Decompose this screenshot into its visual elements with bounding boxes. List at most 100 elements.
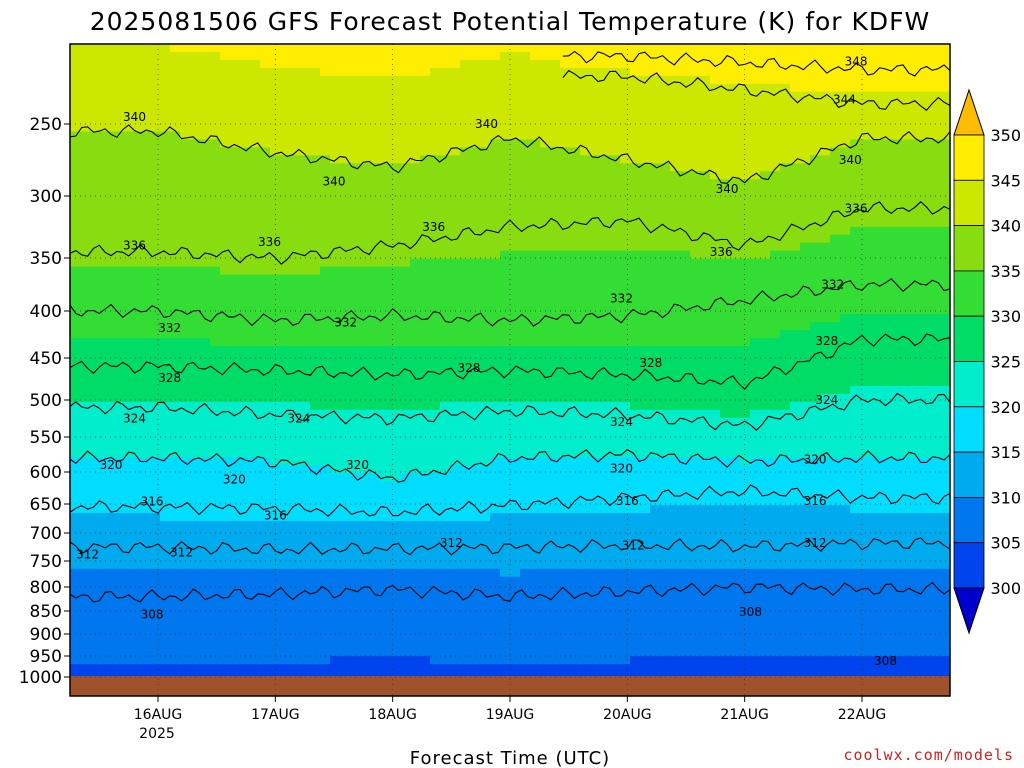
- field-cell: [430, 187, 441, 196]
- field-cell: [240, 608, 251, 618]
- field-cell: [240, 44, 251, 53]
- field-cell: [300, 385, 311, 395]
- field-cell: [330, 640, 341, 649]
- field-cell: [190, 179, 201, 188]
- field-cell: [330, 378, 341, 387]
- field-cell: [230, 521, 241, 530]
- field-cell: [580, 203, 591, 212]
- field-cell: [160, 513, 171, 522]
- field-cell: [410, 608, 421, 618]
- field-cell: [270, 163, 281, 172]
- field-cell: [180, 67, 191, 77]
- field-cell: [540, 274, 551, 284]
- field-cell: [610, 195, 621, 204]
- field-cell: [500, 139, 511, 148]
- field-cell: [220, 425, 231, 435]
- field-cell: [530, 370, 541, 379]
- field-cell: [430, 115, 441, 125]
- field-cell: [510, 513, 521, 522]
- field-cell: [530, 179, 541, 188]
- field-cell: [460, 425, 471, 435]
- field-cell: [280, 67, 291, 77]
- field-cell: [270, 123, 281, 133]
- field-cell: [600, 537, 611, 546]
- field-cell: [180, 409, 191, 419]
- field-cell: [650, 314, 661, 323]
- field-cell: [100, 44, 111, 53]
- field-cell: [470, 298, 481, 307]
- field-cell: [410, 521, 421, 530]
- field-cell: [370, 67, 381, 77]
- field-cell: [250, 211, 261, 220]
- field-cell: [230, 513, 241, 522]
- field-cell: [270, 52, 281, 61]
- field-cell: [360, 83, 371, 93]
- field-cell: [180, 163, 191, 172]
- field-cell: [540, 91, 551, 101]
- field-cell: [620, 298, 631, 307]
- field-cell: [350, 187, 361, 196]
- field-cell: [160, 640, 171, 649]
- field-cell: [640, 107, 651, 117]
- field-cell: [600, 346, 611, 355]
- field-cell: [550, 497, 561, 506]
- field-cell: [300, 584, 311, 594]
- field-cell: [450, 433, 461, 443]
- field-cell: [340, 282, 351, 292]
- field-cell: [150, 409, 161, 419]
- field-cell: [260, 425, 271, 435]
- field-cell: [670, 505, 681, 514]
- field-cell: [470, 616, 481, 626]
- field-cell: [210, 242, 221, 252]
- field-cell: [130, 195, 141, 204]
- field-cell: [200, 489, 211, 498]
- field-cell: [400, 600, 411, 610]
- field-cell: [290, 521, 301, 530]
- field-cell: [420, 640, 431, 649]
- field-cell: [100, 592, 111, 602]
- field-cell: [260, 314, 271, 323]
- field-cell: [320, 147, 331, 156]
- field-cell: [80, 203, 91, 212]
- field-cell: [130, 322, 141, 331]
- field-cell: [430, 417, 441, 427]
- field-cell: [620, 632, 631, 641]
- field-cell: [310, 544, 321, 554]
- field-cell: [640, 632, 651, 641]
- field-cell: [70, 441, 81, 451]
- field-cell: [260, 195, 271, 204]
- field-cell: [190, 497, 201, 506]
- field-cell: [510, 552, 521, 562]
- field-cell: [160, 457, 171, 467]
- field-cell: [340, 52, 351, 61]
- field-cell: [260, 338, 271, 347]
- field-cell: [110, 608, 121, 618]
- field-cell: [500, 298, 511, 307]
- field-cell: [480, 155, 491, 164]
- field-cell: [140, 425, 151, 435]
- field-cell: [450, 560, 461, 570]
- field-cell: [520, 131, 531, 141]
- field-cell: [640, 274, 651, 284]
- field-cell: [410, 354, 421, 363]
- field-cell: [630, 632, 641, 641]
- field-cell: [290, 282, 301, 292]
- field-cell: [320, 656, 331, 665]
- field-cell: [350, 179, 361, 188]
- field-cell: [670, 640, 681, 649]
- field-cell: [380, 346, 391, 355]
- field-cell: [380, 600, 391, 610]
- field-cell: [470, 163, 481, 172]
- field-cell: [520, 115, 531, 125]
- field-cell: [440, 179, 451, 188]
- field-cell: [470, 401, 481, 411]
- field-cell: [440, 354, 451, 363]
- field-cell: [80, 147, 91, 156]
- field-cell: [270, 473, 281, 482]
- field-cell: [70, 449, 81, 459]
- field-cell: [540, 234, 551, 244]
- field-cell: [390, 171, 401, 180]
- field-cell: [270, 362, 281, 371]
- field-cell: [130, 52, 141, 61]
- field-cell: [330, 99, 341, 109]
